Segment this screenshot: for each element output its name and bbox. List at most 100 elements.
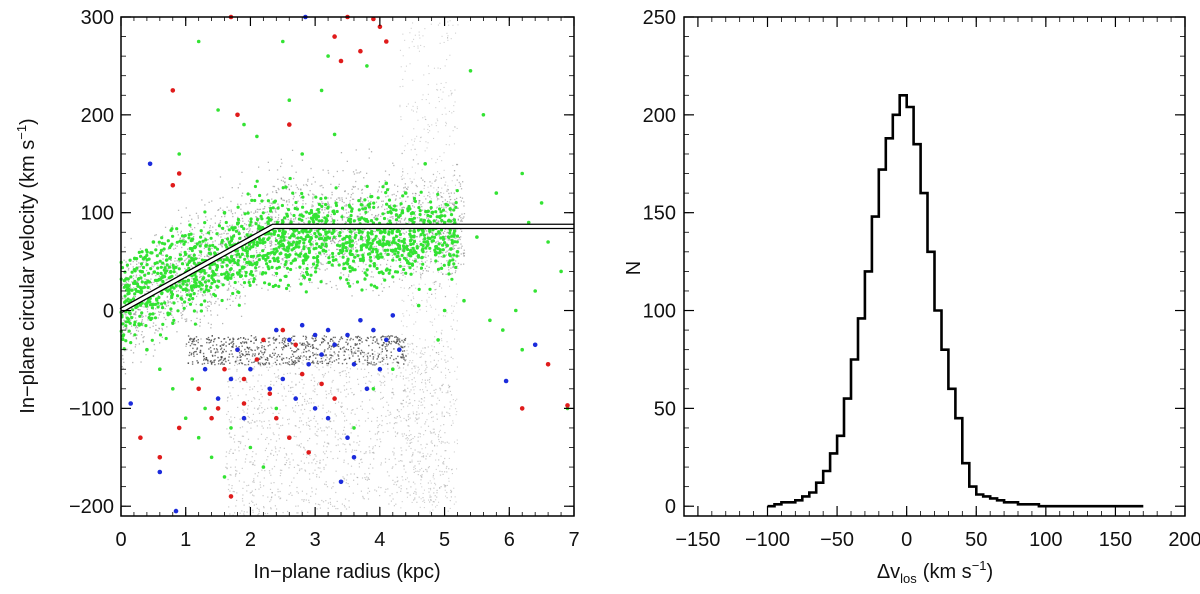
left-x-tick-label: 1 — [180, 529, 191, 551]
green-point — [384, 181, 389, 186]
right-x-tick-label: −50 — [820, 529, 854, 551]
green-point — [455, 250, 460, 254]
green-point — [287, 98, 292, 102]
green-point — [539, 201, 544, 205]
right-y-axis-title: N — [623, 261, 645, 275]
green-point — [216, 108, 220, 112]
blue-point — [332, 342, 337, 348]
green-point — [183, 416, 188, 421]
green-point — [462, 298, 466, 303]
right-x-axis-title: Δvlos (km s−1) — [877, 558, 993, 586]
blue-point — [157, 469, 163, 475]
red-point — [138, 435, 143, 441]
red-point — [176, 171, 182, 176]
green-point — [300, 152, 305, 156]
blue-point — [306, 362, 312, 367]
right-x-tick-label: 200 — [1168, 529, 1200, 551]
blue-point — [267, 386, 273, 392]
model-curve-line — [120, 224, 574, 312]
red-point — [215, 406, 221, 411]
blue-point — [384, 337, 389, 343]
red-point — [228, 494, 234, 499]
red-point — [377, 24, 383, 30]
red-point — [358, 48, 363, 54]
blue-point — [371, 327, 376, 333]
green-point — [203, 406, 207, 411]
green-point — [365, 64, 369, 68]
blue-point — [287, 337, 292, 343]
red-point — [241, 401, 247, 406]
blue-point — [215, 396, 221, 401]
left-x-tick-label: 6 — [504, 529, 515, 551]
green-point — [403, 191, 408, 195]
green-point — [520, 171, 524, 176]
red-point — [299, 371, 305, 377]
green-point — [468, 69, 473, 73]
model-rotation-curve — [119, 223, 574, 313]
green-point — [526, 220, 531, 225]
left-y-tick-label: 0 — [103, 301, 114, 323]
left-y-tick-label: 200 — [81, 105, 114, 127]
right-x-tick-label: 150 — [1099, 529, 1132, 551]
blue-point — [325, 415, 331, 421]
blue-point — [358, 318, 363, 323]
red-point — [319, 381, 324, 387]
green-point — [371, 387, 376, 391]
green-point — [352, 426, 356, 430]
blue-point — [173, 508, 179, 514]
red-point — [519, 406, 525, 411]
green-point — [248, 445, 253, 450]
blue-point — [241, 415, 247, 421]
right-y-tick-label: 250 — [643, 7, 676, 29]
blue-point — [235, 347, 240, 353]
green-point — [494, 191, 499, 195]
green-point — [242, 122, 246, 127]
left-y-tick-label: 100 — [81, 203, 114, 225]
red-point — [332, 396, 337, 401]
green-point — [151, 240, 156, 244]
right-panel: −150 −100 −50 0 50 100 150 200 0 50 100 150 200 250 Δ… — [623, 7, 1200, 586]
green-point — [274, 406, 279, 411]
green-point — [222, 210, 227, 215]
green-point — [520, 347, 524, 352]
red-point — [261, 337, 266, 343]
left-x-tick-label: 0 — [115, 529, 126, 551]
right-y-tick-label: 50 — [654, 398, 676, 420]
blue-point — [338, 479, 344, 485]
right-ticks: −150 −100 −50 0 50 100 150 200 0 50 100 150 200 250 — [643, 7, 1200, 551]
green-point — [209, 455, 214, 460]
red-point — [241, 376, 247, 382]
left-x-tick-label: 3 — [310, 529, 321, 551]
right-y-tick-label: 0 — [665, 496, 676, 518]
red-point — [267, 391, 273, 397]
right-x-tick-label: −150 — [675, 529, 720, 551]
histogram-step-line — [767, 94, 1144, 508]
red-point — [384, 39, 389, 44]
left-y-tick-label: 300 — [81, 7, 114, 29]
blue-point — [351, 362, 357, 367]
left-x-axis-title: In−plane radius (kpc) — [253, 561, 440, 583]
right-x-tick-label: 50 — [965, 529, 987, 551]
right-x-tick-label: 0 — [901, 529, 912, 551]
green-point — [158, 367, 162, 372]
green-point — [546, 240, 550, 244]
blue-point — [325, 327, 331, 333]
red-point — [235, 112, 240, 118]
blue-point — [293, 396, 299, 401]
green-point — [533, 289, 537, 293]
green-point — [145, 347, 149, 352]
green-point — [171, 387, 175, 391]
red-point — [371, 16, 376, 22]
right-y-tick-label: 150 — [643, 203, 676, 225]
blue-point — [128, 401, 133, 406]
green-point — [229, 426, 233, 430]
left-scatter-points — [119, 14, 570, 516]
blue-point — [532, 342, 538, 348]
red-point — [157, 455, 163, 460]
red-point — [254, 357, 260, 362]
red-point — [280, 327, 286, 333]
red-point — [293, 342, 299, 348]
green-point — [281, 39, 285, 44]
blue-point — [390, 313, 396, 318]
